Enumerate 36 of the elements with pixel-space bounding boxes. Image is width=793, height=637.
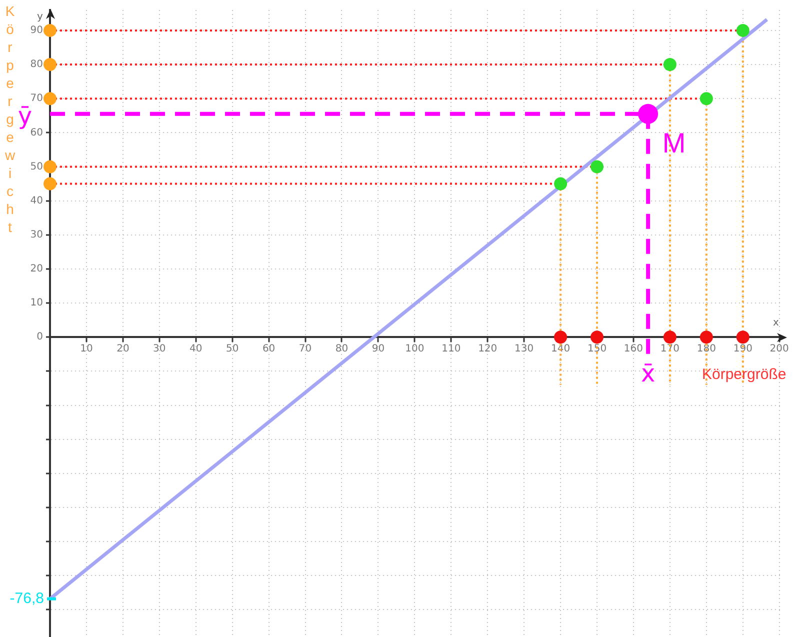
x-tick-label: 50 <box>226 344 239 355</box>
x-tick-label: 190 <box>733 344 752 355</box>
x-tick-label: 150 <box>587 344 607 355</box>
x-tick-label: 70 <box>298 344 312 355</box>
x-tick-label: 40 <box>190 344 202 355</box>
y-tick-label: 70 <box>30 93 43 104</box>
y-tick-label: 10 <box>30 298 43 309</box>
y-tick-label: 50 <box>30 161 43 172</box>
x-tick-label: 30 <box>153 344 166 355</box>
x-tick-label: 130 <box>514 344 534 355</box>
y-axis-title: Körpergewicht <box>2 3 18 237</box>
annotation: -76,8 <box>10 590 44 607</box>
text: y <box>37 12 44 23</box>
y-tick-label: 60 <box>30 127 43 138</box>
y-tick-label: 20 <box>30 264 43 275</box>
y-tick-label: 90 <box>30 25 43 36</box>
y-tick-label: 40 <box>30 195 43 206</box>
x-tick-label: 180 <box>696 344 716 355</box>
x-tick-label: 100 <box>405 344 424 355</box>
series-label: M <box>662 128 686 159</box>
x-tick-label: 120 <box>478 344 498 355</box>
x-tick-label: 200 <box>770 344 789 355</box>
y-tick-label: 0 <box>36 332 43 343</box>
x-tick-label: 20 <box>116 344 130 355</box>
x-tick-label: 80 <box>335 344 348 355</box>
x-tick-label: 90 <box>372 344 385 355</box>
x-tick-label: 10 <box>80 344 93 355</box>
y-tick-label: 80 <box>30 59 43 70</box>
y-tick-label: 30 <box>30 229 43 240</box>
x-axis-title: Körpergröße <box>702 366 786 383</box>
x-tick-label: 110 <box>442 344 461 355</box>
x-tick-label: 160 <box>624 344 644 355</box>
annotation: x <box>773 318 780 329</box>
series-label: ȳ <box>18 102 32 130</box>
x-tick-label: 60 <box>262 344 276 355</box>
series-label: x̄ <box>640 359 656 388</box>
